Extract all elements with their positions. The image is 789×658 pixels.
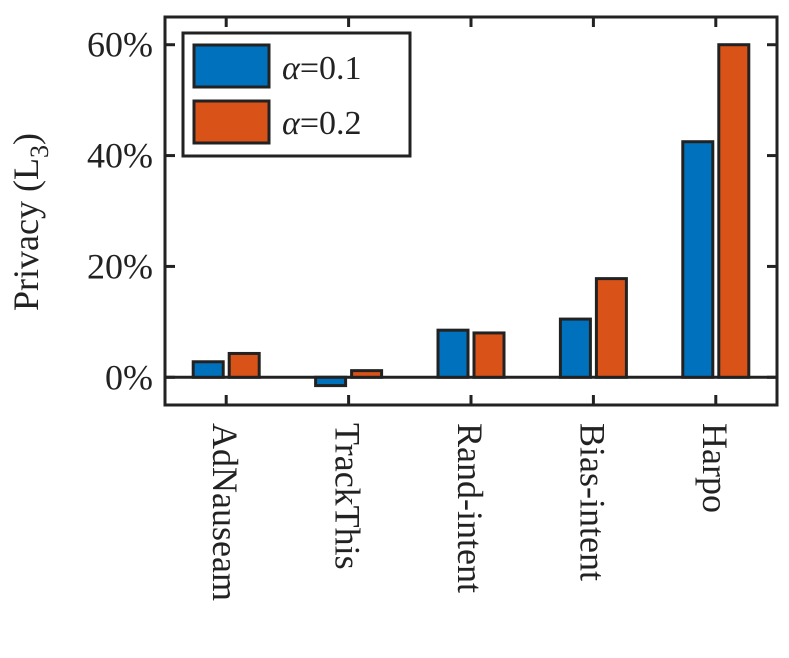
y-tick-label: 40% xyxy=(87,136,153,176)
y-axis-title-suffix: ) xyxy=(6,133,46,145)
y-tick-label: 0% xyxy=(105,357,153,397)
x-category-label: TrackThis xyxy=(328,423,368,570)
x-axis: AdNauseam TrackThis Rand-intent Bias-intent… xyxy=(205,17,735,601)
legend: α=0.1 α=0.2 xyxy=(181,31,412,158)
x-category-label: AdNauseam xyxy=(205,423,245,601)
bar-harpo-series-1 xyxy=(681,140,715,379)
bar-trackthis-series-1 xyxy=(314,375,348,388)
x-category-label: Rand-intent xyxy=(450,423,490,593)
bar-adnauseam-series-2 xyxy=(227,351,261,379)
bar-trackthis-series-2 xyxy=(350,369,384,379)
y-tick-label: 60% xyxy=(87,25,153,65)
y-axis-title-subscript: 3 xyxy=(25,145,54,158)
x-category-label: Harpo xyxy=(695,423,735,513)
y-axis: 0% 20% 40% 60% xyxy=(87,25,777,397)
y-axis-title: Privacy (L3) xyxy=(6,133,54,311)
legend-label-series-2: α=0.2 xyxy=(282,105,362,142)
bar-harpo-series-2 xyxy=(717,43,751,379)
legend-label-series-1: α=0.1 xyxy=(282,50,362,87)
bars-group xyxy=(191,43,751,388)
bar-rand-intent-series-1 xyxy=(436,328,470,379)
bar-rand-intent-series-2 xyxy=(472,331,506,379)
bar-bias-intent-series-1 xyxy=(558,317,592,379)
legend-swatch-series-1 xyxy=(192,43,271,89)
y-tick-label: 20% xyxy=(87,246,153,286)
bar-bias-intent-series-2 xyxy=(594,277,628,379)
bar-adnauseam-series-1 xyxy=(191,360,225,379)
x-category-label: Bias-intent xyxy=(572,423,612,581)
legend-swatch-series-2 xyxy=(192,99,271,145)
